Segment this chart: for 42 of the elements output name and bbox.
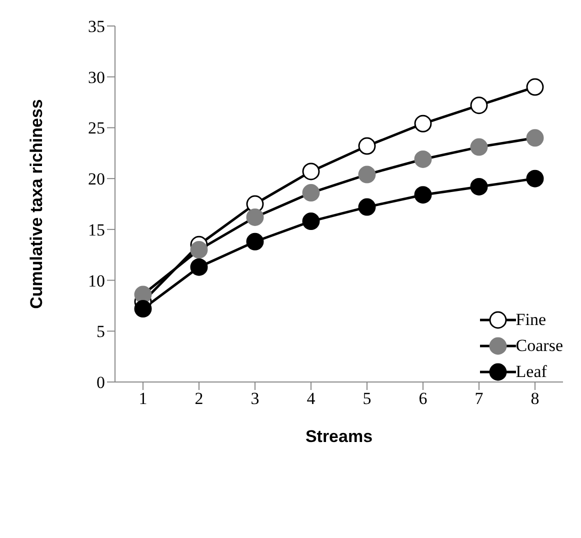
y-tick-label: 10: [88, 271, 105, 290]
point: [302, 162, 320, 180]
y-tick-label: 15: [88, 220, 105, 240]
point: [358, 137, 376, 155]
point: [302, 184, 320, 202]
point: [414, 186, 432, 204]
legend-label: Coarse: [516, 336, 563, 356]
point: [246, 208, 264, 226]
point: [134, 286, 152, 304]
point: [358, 198, 376, 216]
point: [190, 258, 208, 276]
x-tick-label: 5: [362, 389, 372, 408]
point: [190, 241, 208, 259]
x-tick-label: 4: [306, 389, 316, 408]
legend-label: Leaf: [516, 362, 547, 382]
y-tick-label: 5: [96, 322, 105, 342]
x-tick-label: 6: [418, 389, 428, 408]
y-tick-label: 0: [96, 373, 105, 392]
y-tick-label: 25: [88, 118, 105, 138]
x-tick-label: 1: [138, 389, 148, 408]
point: [526, 170, 544, 188]
y-tick-label: 20: [88, 170, 105, 189]
y-tick-label: 35: [88, 17, 105, 36]
x-tick-label: 3: [250, 389, 260, 408]
x-axis-title: Streams: [305, 427, 373, 446]
point: [470, 178, 488, 196]
point: [526, 78, 544, 96]
point: [246, 232, 264, 250]
legend-label: Fine: [516, 310, 546, 330]
point: [470, 96, 488, 114]
point: [358, 166, 376, 184]
point: [414, 114, 432, 132]
point: [134, 300, 152, 318]
point: [526, 129, 544, 147]
x-tick-label: 8: [530, 389, 540, 408]
x-tick-label: 2: [194, 389, 204, 408]
point: [302, 212, 320, 230]
point: [470, 138, 488, 156]
y-tick-label: 30: [88, 68, 105, 87]
point: [414, 150, 432, 168]
x-tick-label: 7: [474, 389, 484, 408]
y-axis-title: Cumulative taxa richiness: [27, 99, 46, 309]
